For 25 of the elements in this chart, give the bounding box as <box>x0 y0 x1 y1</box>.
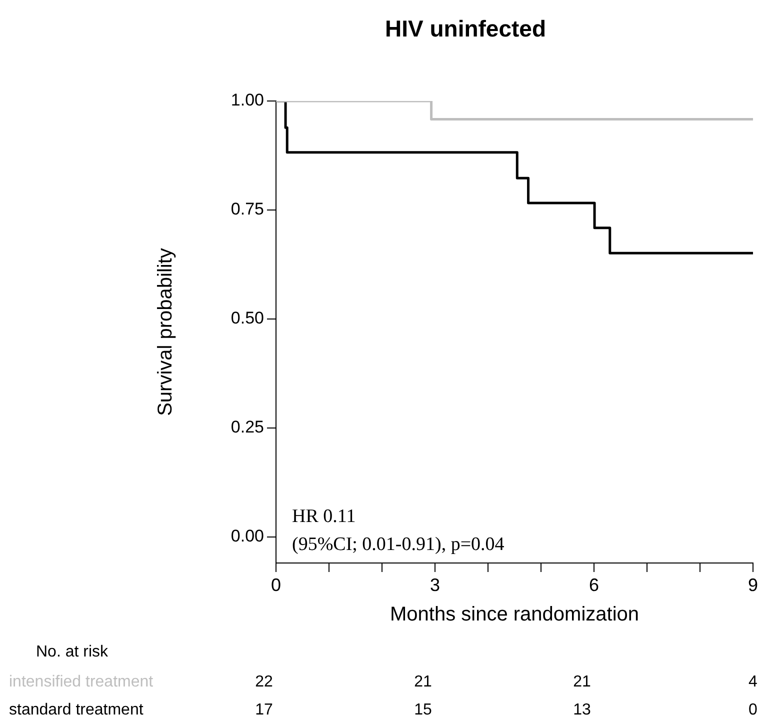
text: intensified treatment <box>9 673 154 690</box>
y-tick-label: 0.75 <box>230 200 264 219</box>
y-axis-title: Survival probability <box>154 248 177 416</box>
text: 21 <box>414 673 432 690</box>
y-tick-label: 0.00 <box>230 526 264 546</box>
text: 4 <box>748 673 758 690</box>
y-tick-label: 0.25 <box>230 418 264 437</box>
text: 15 <box>414 701 432 718</box>
x-tick-label: 6 <box>588 574 600 595</box>
annotation: (95%CI; 0.01-0.91), p=0.04 <box>292 534 505 555</box>
text: 22 <box>255 673 273 690</box>
text: 13 <box>573 701 591 718</box>
text: 0 <box>748 701 758 718</box>
text: 17 <box>255 701 273 718</box>
text: No. at risk <box>36 643 110 660</box>
y-tick-label: 1.00 <box>230 90 264 110</box>
x-tick-label: 3 <box>430 574 440 595</box>
text: 21 <box>573 673 591 690</box>
text: standard treatment <box>9 701 144 718</box>
x-tick-label: 9 <box>748 574 758 595</box>
annotation: HR 0.11 <box>292 506 356 527</box>
x-axis-title: Months since randomization <box>390 604 640 626</box>
x-tick-label: 0 <box>270 574 282 595</box>
y-tick-label: 0.50 <box>230 308 264 328</box>
chart-title: HIV uninfected <box>384 15 546 42</box>
